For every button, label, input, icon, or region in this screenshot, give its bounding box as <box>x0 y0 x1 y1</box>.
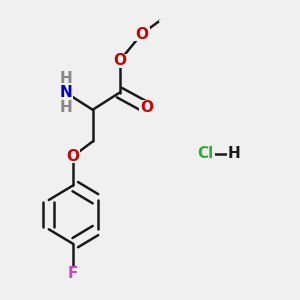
Text: F: F <box>68 266 78 281</box>
FancyBboxPatch shape <box>112 54 127 68</box>
FancyBboxPatch shape <box>194 146 215 161</box>
Text: O: O <box>67 148 80 164</box>
Text: Cl: Cl <box>197 146 213 161</box>
Text: O: O <box>113 53 126 68</box>
FancyBboxPatch shape <box>58 71 73 85</box>
FancyBboxPatch shape <box>133 27 150 41</box>
Text: H: H <box>59 100 72 115</box>
FancyBboxPatch shape <box>58 100 73 114</box>
FancyBboxPatch shape <box>158 20 161 22</box>
FancyBboxPatch shape <box>139 100 154 115</box>
Text: O: O <box>140 100 153 115</box>
FancyBboxPatch shape <box>67 266 80 280</box>
Text: O: O <box>135 27 148 42</box>
Text: N: N <box>59 85 72 100</box>
Text: H: H <box>59 70 72 86</box>
FancyBboxPatch shape <box>227 147 241 160</box>
Text: H: H <box>228 146 241 161</box>
FancyBboxPatch shape <box>59 86 73 99</box>
FancyBboxPatch shape <box>66 149 80 164</box>
